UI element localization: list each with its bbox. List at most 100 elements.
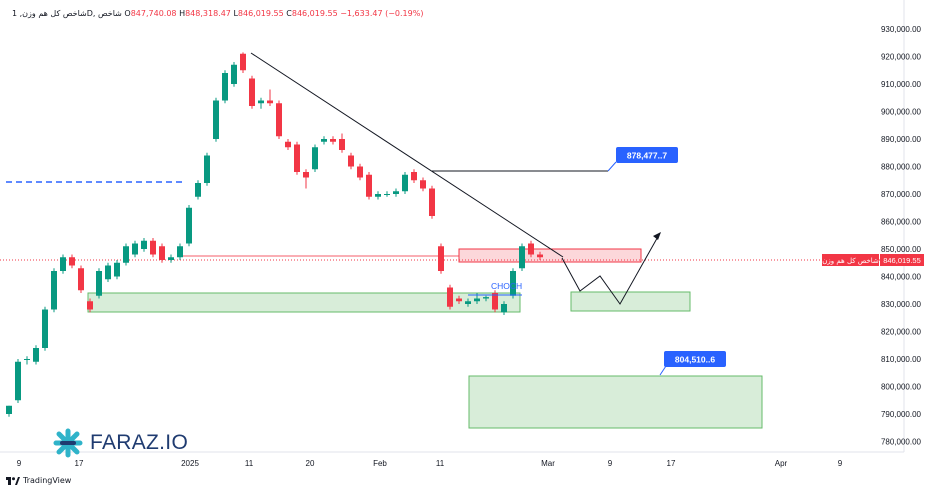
candle-body <box>33 348 39 362</box>
time-tick-label: 11 <box>436 459 445 468</box>
candle <box>123 243 129 266</box>
candle <box>357 163 363 181</box>
price-tick-label: 800,000.00 <box>881 383 922 392</box>
candle <box>411 169 417 183</box>
candlestick-series <box>6 52 543 417</box>
tradingview-footer[interactable]: TradingView <box>6 476 71 485</box>
faraz-logo-icon <box>53 428 83 458</box>
time-tick-label: 17 <box>75 459 84 468</box>
candle <box>114 260 120 280</box>
label-upper[interactable]: 878,477..7 <box>616 147 678 163</box>
candle-body <box>330 139 336 142</box>
candle <box>105 262 111 282</box>
candle-body <box>276 103 282 137</box>
candle <box>258 97 264 109</box>
candle-body <box>357 166 363 178</box>
candle <box>537 251 543 260</box>
candle <box>519 243 525 271</box>
candle-body <box>528 243 534 255</box>
candle <box>438 243 444 274</box>
candle <box>132 240 138 258</box>
candle-body <box>51 271 57 310</box>
price-tick-label: 840,000.00 <box>881 273 922 282</box>
price-tick-label: 860,000.00 <box>881 218 922 227</box>
candle-body <box>321 139 327 142</box>
candle <box>60 254 66 274</box>
candle-body <box>150 240 156 255</box>
candle-body <box>177 246 183 258</box>
candle-body <box>483 297 489 299</box>
candle-body <box>429 188 435 216</box>
price-tick-label: 820,000.00 <box>881 328 922 337</box>
candle <box>528 240 534 258</box>
price-tick-label: 910,000.00 <box>881 80 922 89</box>
candle <box>276 100 282 139</box>
demand-zone-2[interactable] <box>570 291 691 312</box>
candle-body <box>60 257 66 271</box>
candle-body <box>510 271 516 296</box>
label-lower-connector <box>659 365 667 376</box>
candle <box>294 141 300 175</box>
candle-body <box>384 194 390 195</box>
candle-body <box>456 298 462 302</box>
candle-body <box>537 254 543 258</box>
price-tick-label: 850,000.00 <box>881 245 922 254</box>
candle <box>267 89 273 106</box>
choch-label[interactable]: CHOCH <box>491 281 522 291</box>
price-tick-label: 830,000.00 <box>881 300 922 309</box>
candle <box>150 238 156 258</box>
time-tick-label: 9 <box>17 459 22 468</box>
time-tick-label: 17 <box>667 459 676 468</box>
time-tick-label: 20 <box>306 459 315 468</box>
candle-body <box>366 174 372 197</box>
candle <box>456 295 462 304</box>
candle-body <box>69 257 75 266</box>
label-lower[interactable]: 804,510..6 <box>664 351 726 367</box>
projected-path-arrowhead <box>653 232 661 240</box>
high-label: H <box>179 9 186 18</box>
candle-body <box>447 287 453 307</box>
price-tick-label: 790,000.00 <box>881 410 922 419</box>
projected-path[interactable] <box>561 232 661 305</box>
descending-trendline[interactable] <box>250 52 564 258</box>
price-tick-label: 900,000.00 <box>881 108 922 117</box>
candle <box>348 152 354 170</box>
candle-body <box>231 64 237 84</box>
low-label: L <box>233 9 238 18</box>
time-tick-label: 9 <box>838 459 843 468</box>
candle <box>420 177 426 192</box>
candle-body <box>159 246 165 260</box>
price-tick-label: 870,000.00 <box>881 190 922 199</box>
demand-zone-3[interactable] <box>468 375 763 429</box>
candle <box>447 284 453 310</box>
candle-body <box>348 155 354 167</box>
faraz-watermark: FARAZ.IO <box>52 428 188 458</box>
candle-body <box>168 257 174 260</box>
price-tick-label: 880,000.00 <box>881 163 922 172</box>
price-tick-label: 920,000.00 <box>881 53 922 62</box>
candle-body <box>258 100 264 104</box>
candle-body <box>393 191 399 194</box>
candle-body <box>249 78 255 106</box>
demand-zone-1[interactable] <box>87 292 521 313</box>
candle-body <box>420 180 426 189</box>
candle <box>231 62 237 87</box>
low-value: 846,019.55 <box>237 9 284 18</box>
candle-body <box>186 207 192 244</box>
candle <box>141 238 147 252</box>
candle <box>33 345 39 365</box>
candle-body <box>87 301 93 310</box>
candle-body <box>474 298 480 302</box>
candle <box>42 306 48 351</box>
symbol-label[interactable]: شاخص کل هم وزن, 1D, شاخص <box>12 9 122 18</box>
candle <box>339 133 345 153</box>
candle-body <box>105 265 111 280</box>
label-upper-text: 878,477..7 <box>627 151 667 161</box>
candle <box>321 136 327 145</box>
candle-body <box>465 301 471 304</box>
candle <box>69 254 75 269</box>
candle-body <box>294 144 300 172</box>
candle-body <box>492 293 498 310</box>
candle <box>312 144 318 172</box>
